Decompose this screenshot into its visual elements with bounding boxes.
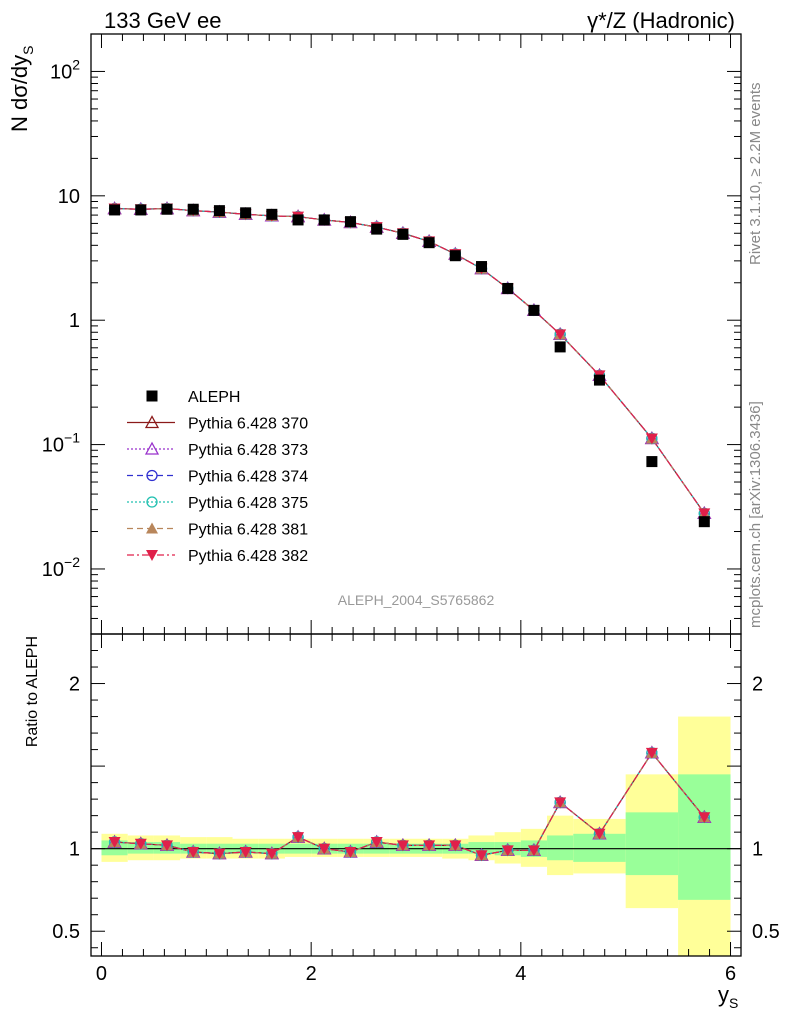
header-left-label: 133 GeV ee — [104, 8, 221, 33]
main-y-axis-label: N dσ/dyS — [7, 45, 36, 132]
legend-entry-3: Pythia 6.428 374 — [188, 469, 308, 486]
ratio-point-series-5 — [344, 846, 357, 858]
x-axis-label-text: y — [718, 982, 729, 1007]
legend-marker-0 — [146, 390, 158, 402]
uncertainty-band-inner — [625, 812, 679, 876]
data-point-aleph — [187, 203, 199, 215]
mcplots-label: mcplots.cern.ch [arXiv:1306.3436] — [747, 401, 764, 628]
rivet-label: Rivet 3.1.10, ≥ 2.2M events — [747, 83, 764, 266]
main-panel: ALEPH_2004_S5765862 ALEPH Pythia 6.428 37… — [90, 33, 742, 635]
ratio-y-tick-label-left: 1 — [69, 839, 80, 861]
x-tick-label: 2 — [306, 963, 317, 985]
data-point-aleph — [318, 214, 330, 226]
legend-entry-2: Pythia 6.428 373 — [188, 442, 308, 459]
legend-entry-0: ALEPH — [188, 389, 240, 406]
ratio-point-series-5 — [645, 747, 658, 759]
ratio-y-tick-label-left: 0.5 — [52, 921, 80, 943]
data-point-aleph — [646, 456, 658, 468]
ratio-point-series-5 — [213, 848, 226, 860]
ratio-y-tick-label-left: 2 — [69, 674, 80, 696]
ratio-point-series-5 — [396, 840, 409, 852]
header-right-label: γ*/Z (Hadronic) — [587, 8, 735, 33]
ratio-y-tick-label-right: 2 — [752, 674, 763, 696]
ratio-point-series-5 — [108, 837, 121, 849]
legend-entry-5: Pythia 6.428 381 — [188, 522, 308, 539]
main-y-tick-label: 10−1 — [42, 430, 80, 457]
uncertainty-band-inner — [468, 842, 495, 854]
data-point-aleph — [528, 304, 540, 316]
legend-marker-2 — [144, 441, 160, 455]
main-y-tick-label: 102 — [50, 56, 80, 83]
data-point-aleph — [344, 216, 356, 228]
data-point-aleph — [593, 374, 605, 386]
data-point-aleph — [502, 282, 514, 294]
x-tick-label: 6 — [725, 963, 736, 985]
data-point-aleph — [161, 203, 173, 215]
data-point-aleph — [476, 261, 488, 273]
ratio-point-series-5 — [698, 812, 711, 824]
data-point-aleph — [371, 223, 383, 235]
ratio-y-tick-label-right: 0.5 — [752, 921, 780, 943]
main-y-tick-label: 1 — [69, 310, 80, 332]
data-point-series-6 — [554, 329, 567, 341]
x-tick-label: 0 — [96, 963, 107, 985]
analysis-label: ALEPH_2004_S5765862 — [338, 592, 495, 608]
data-point-aleph — [554, 341, 566, 353]
ratio-point-series-5 — [423, 840, 436, 852]
ratio-point-series-5 — [292, 832, 305, 844]
x-axis-label: yS — [718, 982, 738, 1011]
legend-marker-6 — [146, 550, 158, 561]
data-point-aleph — [698, 516, 710, 528]
data-point-aleph — [213, 205, 225, 217]
legend-marker-4 — [146, 496, 158, 508]
main-y-axis-label-text: N dσ/dy — [7, 55, 32, 132]
legend-entry-1: Pythia 6.428 370 — [188, 416, 308, 433]
series-line-6 — [114, 207, 705, 514]
ratio-point-series-5 — [449, 840, 462, 852]
data-point-aleph — [240, 207, 252, 219]
ratio-point-series-5 — [501, 845, 514, 857]
ratio-point-series-5 — [187, 846, 200, 858]
legend-marker-5 — [146, 522, 158, 534]
ratio-y-tick-label-right: 1 — [752, 839, 763, 861]
ratio-point-series-5 — [161, 840, 174, 852]
data-point-series-6 — [698, 508, 711, 520]
uncertainty-band-inner — [547, 835, 574, 861]
legend-marker-1 — [144, 415, 160, 429]
legend: ALEPH Pythia 6.428 370 Pythia 6.428 373 Pyt… — [127, 389, 308, 565]
data-point-aleph — [423, 237, 435, 249]
data-point-series-6 — [645, 433, 658, 445]
x-tick-label: 4 — [515, 963, 526, 985]
legend-marker-3 — [146, 469, 158, 482]
ratio-point-series-5 — [554, 797, 567, 809]
ratio-panel — [90, 633, 742, 957]
data-point-aleph — [292, 214, 304, 226]
main-y-tick-label: 10−2 — [42, 554, 80, 581]
main-y-tick-label: 10 — [58, 186, 80, 208]
data-point-aleph — [397, 228, 409, 240]
ratio-point-series-5 — [134, 838, 147, 850]
ratio-point-series-5 — [593, 828, 606, 840]
legend-entry-4: Pythia 6.428 375 — [188, 495, 308, 512]
ratio-point-series-5 — [265, 848, 278, 860]
data-point-aleph — [449, 250, 461, 262]
ratio-point-series-5 — [239, 846, 252, 858]
main-plot-frame — [90, 33, 742, 635]
ratio-point-series-5 — [527, 845, 540, 857]
ratio-point-series-5 — [475, 850, 488, 862]
ratio-point-series-5 — [370, 837, 383, 849]
legend-entry-6: Pythia 6.428 382 — [188, 548, 308, 565]
data-point-aleph — [135, 204, 147, 216]
main-y-axis-label-subscript: S — [20, 45, 36, 54]
data-point-aleph — [109, 204, 121, 216]
x-axis-label-subscript: S — [729, 995, 738, 1011]
ratio-point-series-5 — [318, 843, 331, 855]
ratio-y-axis-label: Ratio to ALEPH — [24, 636, 41, 747]
data-point-aleph — [266, 208, 278, 220]
uncertainty-band-inner — [678, 774, 731, 900]
